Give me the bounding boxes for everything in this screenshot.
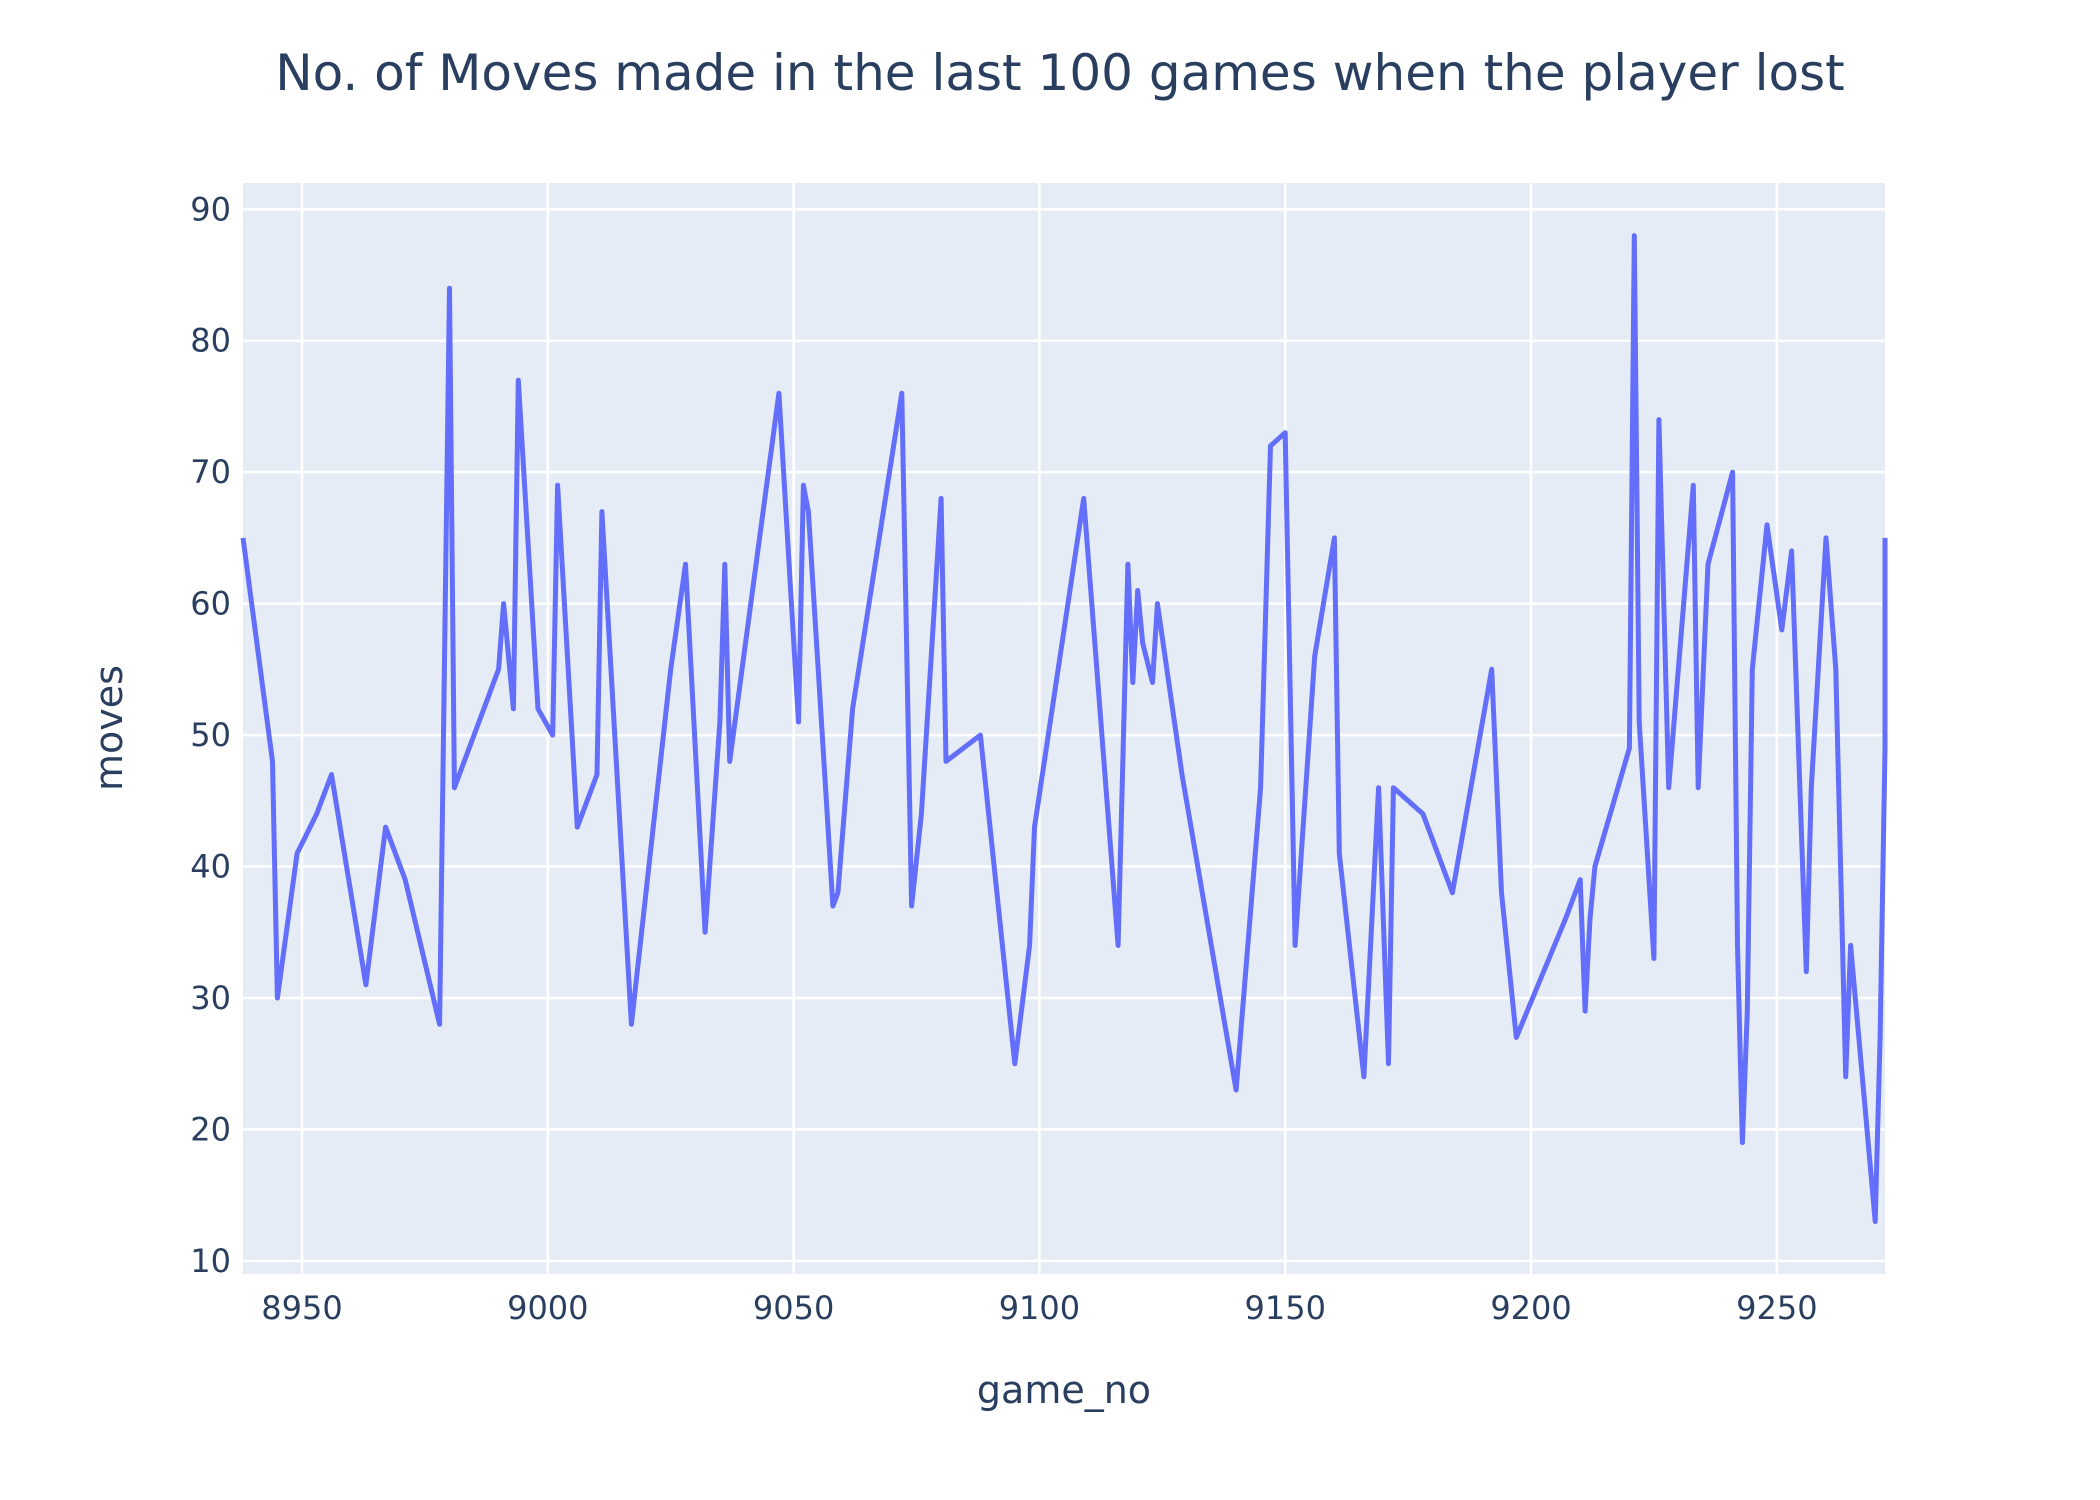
x-tick-label: 9200: [1490, 1289, 1571, 1327]
x-tick-label: 9000: [507, 1289, 588, 1327]
y-tick-label: 50: [190, 716, 231, 754]
series-line: [240, 233, 1888, 1224]
plot-area: [243, 183, 1885, 1274]
y-tick-label: 70: [190, 453, 231, 491]
y-tick-label: 80: [190, 322, 231, 360]
y-axis-title: moves: [87, 665, 131, 791]
x-tick-label: 9150: [1245, 1289, 1326, 1327]
x-tick-label: 9050: [753, 1289, 834, 1327]
x-axis-title: game_no: [977, 1368, 1151, 1412]
y-tick-label: 60: [190, 585, 231, 623]
x-tick-label: 9250: [1736, 1289, 1817, 1327]
y-tick-label: 90: [190, 190, 231, 228]
y-tick-label: 10: [190, 1242, 231, 1280]
x-tick-labels: 8950 9000 9050 9100 9150 9200 9250: [261, 1289, 1817, 1327]
chart-title: No. of Moves made in the last 100 games …: [275, 44, 1844, 102]
y-tick-labels: 10 20 30 40 50 60 70 80 90: [190, 190, 231, 1280]
y-tick-label: 40: [190, 848, 231, 886]
x-tick-label: 8950: [261, 1289, 342, 1327]
series-layer: [240, 233, 1888, 1224]
gridlines: [243, 183, 1885, 1274]
y-tick-label: 30: [190, 979, 231, 1017]
x-tick-label: 9100: [999, 1289, 1080, 1327]
y-tick-label: 20: [190, 1110, 231, 1148]
